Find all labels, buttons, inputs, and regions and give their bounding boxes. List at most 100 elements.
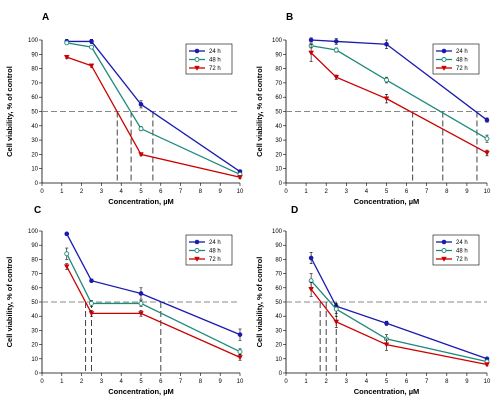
data-point [194,65,200,71]
x-tick-label: 1 [60,189,64,195]
data-point [194,239,200,245]
x-tick-label: 2 [80,189,84,195]
data-point [441,256,447,262]
data-point [89,278,94,284]
data-point [194,256,200,262]
y-tick-label: 50 [31,110,38,116]
x-axis-label: Concentration, µM [108,387,174,396]
x-tick-label: 5 [385,189,389,195]
x-tick-label: 10 [484,379,491,385]
y-tick-label: 90 [275,243,282,249]
legend-label: 24 h [456,240,468,246]
x-tick-label: 3 [345,379,349,385]
x-tick-label: 7 [179,189,183,195]
legend-label: 48 h [209,58,221,64]
data-point [484,362,490,368]
data-point [384,320,389,326]
y-tick-label: 100 [272,38,283,44]
panel-a: A 0 10 20 30 40 50 60 70 80 90 100 0 1 2 3 4 5 6 7 8 9 10 Conce… [5,12,244,206]
y-tick-label: 30 [31,138,38,144]
y-tick-label: 40 [275,124,282,130]
y-tick-label: 0 [35,371,39,377]
data-point [138,300,144,306]
data-point [194,248,200,253]
legend-label: 48 h [209,249,221,255]
x-tick-label: 0 [40,379,44,385]
x-tick-label: 1 [304,379,308,385]
y-tick-label: 0 [279,181,283,187]
data-point [441,57,447,62]
x-tick-label: 8 [199,189,203,195]
x-tick-label: 0 [284,189,288,195]
y-tick-label: 10 [275,167,282,173]
legend-box [432,43,480,75]
y-tick-label: 50 [275,110,282,116]
x-tick-label: 9 [219,189,223,195]
data-point [441,48,447,54]
y-tick-label: 60 [31,286,38,292]
data-point [138,291,144,296]
data-point [333,319,340,325]
data-point [484,150,490,156]
y-tick-label: 90 [275,52,282,58]
panel-d: D 0 10 20 30 40 50 60 70 80 90 100 0 1 2 3 4 5 6 7 8 9 10 Conce… [255,205,491,396]
data-point [333,47,339,53]
x-tick-label: 3 [100,189,104,195]
x-tick-label: 10 [484,189,491,195]
series-line [66,266,241,358]
data-point [138,152,144,158]
y-tick-label: 10 [275,357,282,363]
data-point [308,255,314,261]
x-tick-label: 8 [445,379,449,385]
y-axis-label: Cell viability, % of control [5,66,14,157]
series-line [310,288,488,366]
y-tick-label: 60 [31,95,38,101]
x-axis-label: Concentration, µM [108,197,174,206]
x-tick-label: 10 [237,189,244,195]
y-tick-label: 60 [275,95,282,101]
y-tick-label: 20 [275,343,282,349]
data-point [441,65,447,71]
y-tick-label: 50 [31,300,38,306]
y-tick-label: 40 [31,314,38,320]
y-tick-label: 40 [31,124,38,130]
panel-letter: C [34,205,41,216]
data-point [237,355,243,361]
data-point [441,248,447,253]
data-point [333,75,340,81]
x-tick-label: 4 [120,189,124,195]
y-tick-label: 100 [28,229,39,235]
data-point [64,40,70,46]
x-tick-label: 10 [237,379,244,385]
y-tick-label: 70 [275,81,282,87]
legend-label: 72 h [456,66,468,72]
y-tick-label: 20 [31,152,38,158]
data-point [138,102,144,107]
y-tick-label: 100 [28,38,39,44]
x-tick-label: 5 [139,189,143,195]
x-tick-label: 2 [325,189,329,195]
y-axis-label: Cell viability, % of control [255,257,264,348]
y-tick-label: 10 [31,167,38,173]
x-tick-label: 0 [40,189,44,195]
data-point [63,54,70,61]
data-point [138,126,144,132]
x-tick-label: 7 [179,379,183,385]
x-tick-label: 4 [365,379,369,385]
y-tick-label: 0 [35,181,39,187]
series-line [66,40,241,173]
series-line [311,39,488,121]
series-line [310,52,488,154]
legend-label: 24 h [456,49,468,55]
data-point [308,287,314,293]
data-point [64,251,70,257]
series-line [66,42,241,176]
panel-letter: B [286,12,293,23]
data-point [194,57,200,62]
x-tick-label: 4 [365,189,369,195]
y-axis-label: Cell viability, % of control [255,66,264,157]
y-tick-label: 70 [31,81,38,87]
x-axis-label: Concentration, µM [354,197,420,206]
data-point [484,117,490,123]
